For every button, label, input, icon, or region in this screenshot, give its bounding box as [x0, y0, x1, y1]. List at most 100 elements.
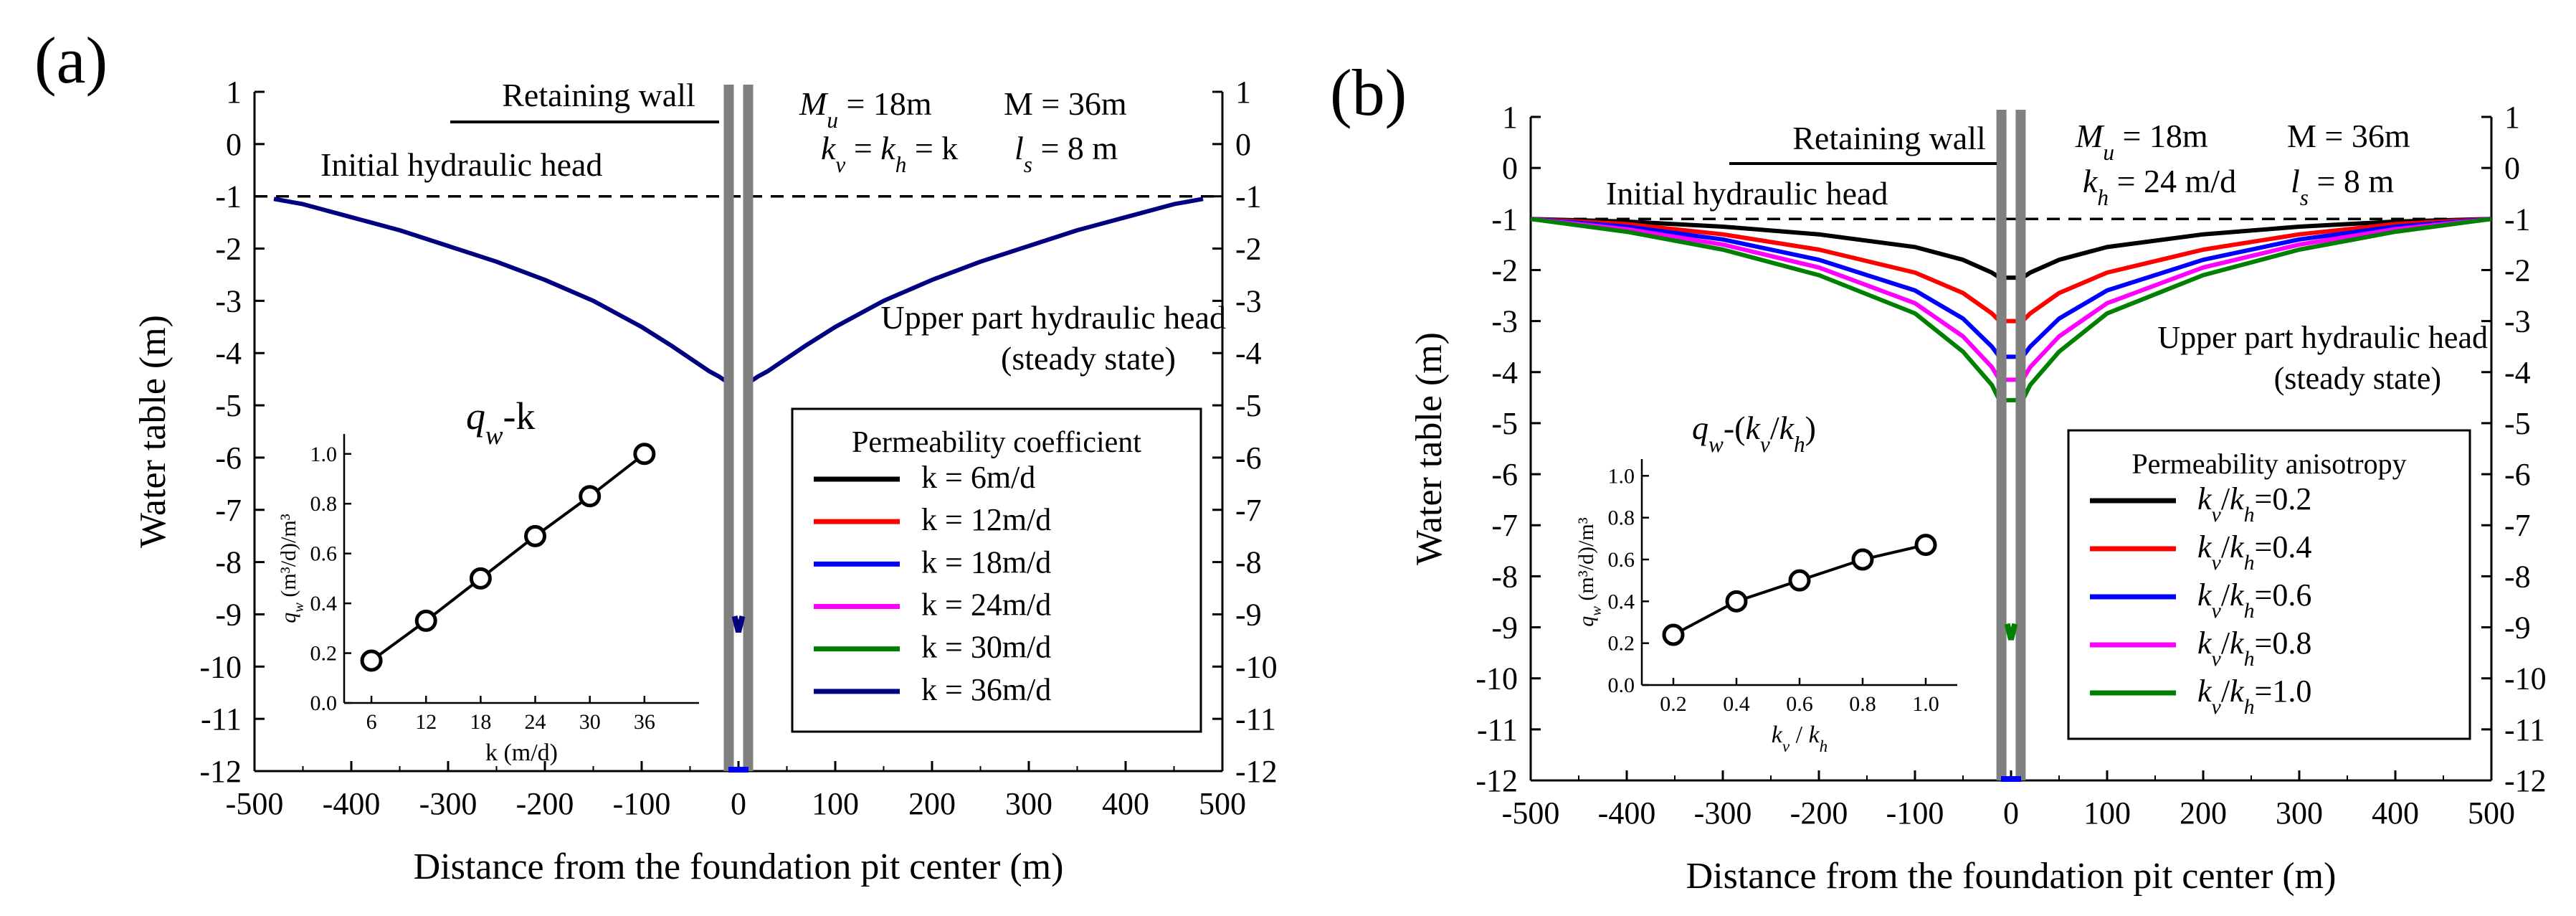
legend-label-0: kv/kh=0.2 [2197, 481, 2311, 527]
x-tick-label: -400 [323, 786, 381, 821]
inset-line [370, 453, 646, 662]
y-tick-label-right: -5 [2504, 406, 2531, 441]
y-tick-label-left: 1 [226, 75, 242, 110]
x-tick-label: -400 [1598, 795, 1656, 831]
retaining-wall-0 [723, 85, 734, 771]
y-tick-label-right: -5 [1235, 388, 1262, 423]
y-tick-label-left: -11 [201, 702, 242, 737]
inset-y-label: qw (m³/d)/m³ [277, 514, 307, 623]
y-tick-label-left: -1 [1491, 202, 1518, 237]
panel-label: (a) [34, 24, 108, 97]
x-tick-label: 100 [812, 786, 859, 821]
y-tick-label-left: 0 [226, 127, 242, 162]
y-tick-label-left: -8 [1491, 559, 1518, 594]
legend-label-2: k = 18m/d [921, 544, 1051, 580]
legend-label-3: k = 24m/d [921, 587, 1051, 623]
x-tick-label: 200 [2180, 795, 2227, 831]
inset-chart: 0.2 0.4 0.6 0.8 1.0 0.0 0.2 0.4 0.6 0.8 1.0 kv / kh… [1574, 459, 1957, 756]
x-tick-label: 200 [908, 786, 956, 821]
y-tick-label-right: -10 [2504, 661, 2547, 697]
inset-x-tick-label: 0.6 [1786, 692, 1813, 716]
inset-title: qw-(kv/kh) [1692, 410, 1816, 457]
inset-x-tick-label: 0.4 [1723, 692, 1750, 716]
inset-y-label: qw (m³/d)/m³ [1574, 517, 1605, 626]
y-tick-label-left: -7 [215, 493, 242, 528]
y-tick-label-right: -12 [1235, 754, 1278, 789]
y-tick-label-right: 0 [1235, 127, 1251, 162]
inset-y-tick-label: 0.6 [310, 542, 338, 566]
inset-point-5 [633, 443, 656, 466]
x-tick-label: -300 [419, 786, 477, 821]
retaining-wall-label: Retaining wall [502, 77, 695, 113]
y-tick-label-right: -6 [2504, 457, 2531, 492]
inset-x-tick-label: 6 [366, 710, 377, 734]
inset-y-tick-label: 0.4 [1608, 590, 1635, 613]
inset-x-tick-label: 0.8 [1849, 692, 1876, 716]
legend-title: Permeability anisotropy [2131, 448, 2406, 480]
inset-y-tick-label: 1.0 [1608, 464, 1635, 488]
x-tick-label: 400 [2372, 795, 2419, 831]
series-line-2 [1530, 217, 2492, 359]
y-tick-label-left: -9 [215, 597, 242, 632]
legend-label-3: kv/kh=0.8 [2197, 625, 2311, 671]
panel-label: (b) [1330, 56, 1407, 129]
inset-x-tick-label: 12 [415, 710, 437, 734]
legend-label-4: k = 30m/d [921, 630, 1051, 665]
y-tick-label-right: -7 [1235, 493, 1262, 528]
y-tick-label-left: -4 [215, 336, 242, 371]
x-tick-label: -500 [1502, 795, 1560, 831]
y-tick-label-right: -4 [1235, 336, 1262, 371]
legend-label-1: k = 12m/d [921, 502, 1051, 537]
y-axis-label: Water table (m) [1409, 332, 1450, 565]
inside-head-marker [731, 615, 746, 633]
x-tick-label: 500 [2468, 795, 2515, 831]
inset-y-tick-label: 0.2 [310, 642, 338, 666]
y-tick-label-right: -1 [2504, 202, 2531, 237]
y-tick-label-left: -12 [199, 754, 242, 789]
legend-label-4: kv/kh=1.0 [2197, 674, 2311, 719]
series-line-3 [1530, 217, 2492, 382]
y-tick-label-right: -8 [1235, 545, 1262, 580]
inset-x-tick-label: 24 [525, 710, 546, 734]
y-tick-label-left: -8 [215, 545, 242, 580]
param-mu: Mu = 18m [799, 85, 932, 133]
inset-point-3 [1851, 548, 1874, 571]
y-tick-label-right: -2 [2504, 252, 2531, 288]
param-kh: kh = 24 m/d [2083, 163, 2236, 210]
y-tick-label-left: -12 [1475, 763, 1518, 798]
param-m: M = 36m [1004, 85, 1127, 122]
x-axis-label: Distance from the foundation pit center … [1686, 856, 2337, 897]
inside-head-marker [2004, 623, 2018, 641]
x-tick-label: -300 [1694, 795, 1752, 831]
y-tick-label-left: -6 [215, 440, 242, 476]
x-tick-label: 0 [731, 786, 746, 821]
retaining-wall-1 [743, 85, 754, 771]
y-tick-label-right: -12 [2504, 763, 2547, 798]
legend-label-0: k = 6m/d [921, 460, 1035, 495]
initial-head-label: Initial hydraulic head [1606, 175, 1888, 212]
param-m: M = 36m [2287, 118, 2410, 154]
inset-x-tick-label: 1.0 [1912, 692, 1939, 716]
x-tick-label: 300 [2276, 795, 2323, 831]
inset-point-0 [1662, 623, 1685, 646]
inset-point-4 [1914, 534, 1937, 557]
y-tick-label-right: -8 [2504, 559, 2531, 594]
param-ls: ls = 8 m [1014, 130, 1118, 177]
inset-point-0 [360, 649, 383, 672]
y-tick-label-left: -4 [1491, 355, 1518, 390]
y-tick-label-right: 0 [2504, 151, 2520, 186]
y-tick-label-left: -7 [1491, 508, 1518, 543]
bottom-marker [2001, 776, 2021, 782]
series-line-4 [1530, 217, 2492, 402]
y-tick-label-left: -2 [1491, 252, 1518, 288]
panel-a: (a)-500 -400 -300 -200 -100 0 100 200 300 400 5001… [34, 24, 1278, 887]
legend-title: Permeability coefficient [852, 426, 1141, 459]
inset-point-1 [414, 609, 437, 632]
inset-x-tick-label: 18 [470, 710, 491, 734]
y-tick-label-right: -2 [1235, 232, 1262, 267]
x-tick-label: 500 [1199, 786, 1246, 821]
y-tick-label-right: 1 [1235, 75, 1251, 110]
x-axis-label: Distance from the foundation pit center … [414, 846, 1064, 887]
legend-box [791, 407, 1202, 733]
